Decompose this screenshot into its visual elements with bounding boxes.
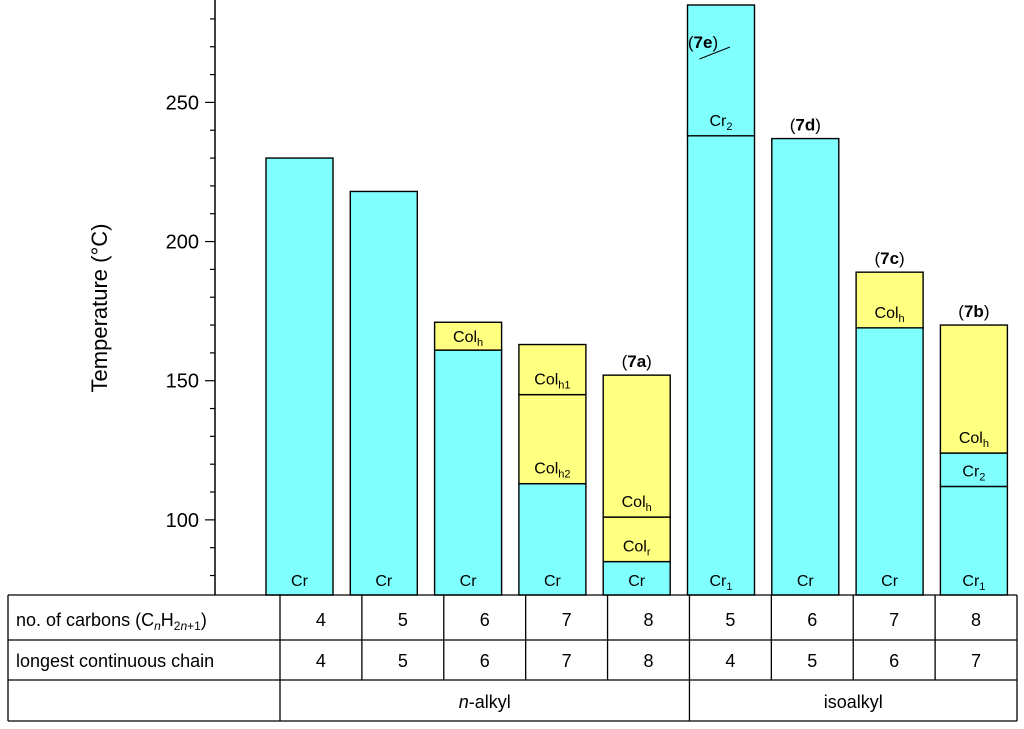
y-tick-label: 100 (166, 510, 199, 532)
cell-chain: 5 (807, 651, 817, 671)
bar-group: Cr1 Cr2 Colh (7b) (939, 302, 1009, 596)
phase-label: Cr (291, 573, 309, 590)
phase-label: Cr (375, 573, 393, 590)
phase-label: Colh (959, 430, 989, 450)
phase-label: Colr (623, 539, 651, 559)
cell-carbons: 8 (643, 610, 653, 630)
row-label-chain: longest continuous chain (16, 651, 214, 671)
bar-segment-col (855, 271, 924, 329)
bar-segment-cr (349, 190, 418, 596)
bar-group: Cr Colh (433, 321, 503, 596)
compound-label: (7c) (874, 249, 904, 268)
cell-chain: 8 (643, 651, 653, 671)
phase-label: Cr1 (709, 573, 732, 593)
cell-chain: 5 (398, 651, 408, 671)
group-label-n-alkyl: n-alkyl (459, 692, 511, 712)
row-label-carbons: no. of carbons (CnH2n+1) (16, 610, 207, 633)
bar-segment-cr (855, 327, 924, 596)
cell-chain: 6 (889, 651, 899, 671)
bar-segment-cr (939, 485, 1009, 596)
y-tick-label: 150 (166, 371, 199, 393)
bar-segment-cr (433, 349, 503, 596)
bar-group: Cr (7d) (771, 116, 840, 596)
bar-group: Cr Colr Colh (7a) (602, 352, 671, 596)
y-tick-label: 200 (166, 232, 199, 254)
bar-segment-col (518, 343, 587, 396)
phase-label: Colh1 (534, 372, 570, 392)
compound-label: (7d) (790, 116, 821, 135)
cell-carbons: 5 (398, 610, 408, 630)
y-axis-label: Temperature (°C) (87, 224, 112, 393)
bar-segment-cr (265, 157, 334, 596)
compound-label: (7a) (622, 352, 652, 371)
phase-label: Cr (797, 573, 815, 590)
phase-label: Cr2 (962, 463, 985, 483)
cell-carbons: 6 (480, 610, 490, 630)
bars: Cr Cr CrColhCrColh2Colh1CrColrColh(7a)Cr1C… (265, 4, 1009, 596)
bar-group: Cr (265, 157, 334, 596)
phase-label: Cr (460, 573, 478, 590)
bar-group: Cr (349, 190, 418, 596)
compound-leader-line (699, 46, 731, 60)
bar-segment-cr (686, 135, 756, 596)
bar-group: Cr Colh2 Colh1 (518, 343, 587, 596)
bar-segment-col (602, 374, 671, 518)
bar-group: Cr Colh (7c) (855, 249, 924, 596)
compound-label: (7b) (958, 302, 989, 321)
phase-label: Cr (628, 573, 646, 590)
y-axis: 100 150 200 250 (166, 0, 216, 595)
cell-chain: 7 (562, 651, 572, 671)
bar-segment-cr (771, 137, 840, 596)
data-table: no. of carbons (CnH2n+1) longest continuo… (7, 594, 1018, 722)
bar-segment-col (939, 324, 1009, 454)
cell-carbons: 5 (725, 610, 735, 630)
phase-label: Colh (622, 494, 652, 514)
bar-segment-cr (518, 482, 587, 596)
cell-chain: 4 (316, 651, 326, 671)
cell-carbons: 6 (807, 610, 817, 630)
cell-chain: 6 (480, 651, 490, 671)
phase-label: Colh (453, 329, 483, 349)
bar-segment-col (433, 321, 503, 351)
cell-carbons: 7 (562, 610, 572, 630)
cell-carbons: 4 (316, 610, 326, 630)
cell-carbons: 8 (971, 610, 981, 630)
cell-chain: 4 (725, 651, 735, 671)
phase-label: Cr1 (962, 573, 985, 593)
phase-label: Cr (544, 573, 562, 590)
bar-group: Cr1 Cr2 (7e) (686, 4, 756, 596)
cell-carbons: 7 (889, 610, 899, 630)
group-label-isoalkyl: isoalkyl (824, 692, 883, 712)
bar-segment-cr (686, 4, 756, 137)
phase-label: Colh (875, 305, 905, 325)
y-tick-label: 250 (166, 92, 199, 114)
phase-label: Cr (881, 573, 899, 590)
phase-label: Cr2 (709, 113, 732, 133)
cell-chain: 7 (971, 651, 981, 671)
compound-label: (7e) (688, 33, 718, 52)
phase-label: Colh2 (534, 461, 570, 481)
